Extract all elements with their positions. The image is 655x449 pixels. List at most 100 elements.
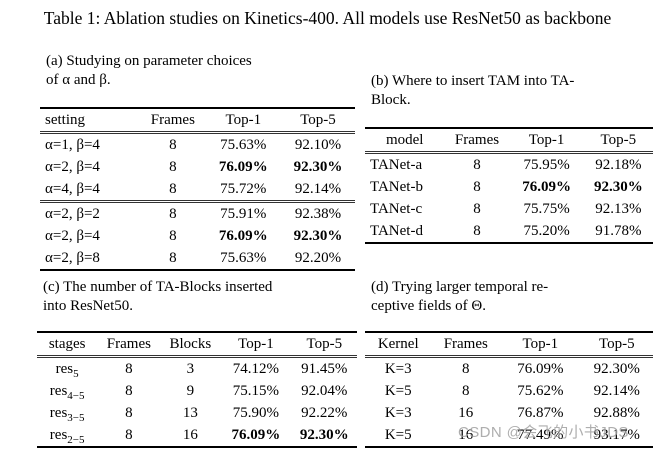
caption-line: of α and β. xyxy=(46,72,111,88)
table-cell: K=3 xyxy=(384,361,412,377)
subtable-a-caption: (a) Studying on parameter choices of α a… xyxy=(46,52,355,90)
table-cell: 92.20% xyxy=(294,250,342,266)
table-a: setting Frames Top-1 Top-5 α=1, β=4 8 75… xyxy=(40,107,355,271)
col-header: setting xyxy=(40,108,141,134)
table-cell: 92.30% xyxy=(593,361,640,377)
subtable-d: (d) Trying larger temporal re- ceptive f… xyxy=(365,278,653,448)
table-cell: 76.09% xyxy=(218,159,268,175)
table-cell: 75.20% xyxy=(523,223,570,239)
table-cell: 92.30% xyxy=(293,159,343,175)
table-d: Kernel Frames Top-1 Top-5 K=3 8 76.09% 9… xyxy=(365,331,653,448)
caption-line: ceptive fields of Θ. xyxy=(371,298,486,314)
table-row: α=2, β=8 8 75.63% 92.20% xyxy=(40,247,355,270)
table-cell: α=2, β=8 xyxy=(45,250,100,266)
table-cell: α=2, β=4 xyxy=(45,159,100,175)
table-cell: 92.30% xyxy=(293,228,343,244)
col-header: Frames xyxy=(444,128,510,154)
col-header: model xyxy=(365,128,445,154)
table-cell: 8 xyxy=(125,361,133,377)
table-cell: 76.87% xyxy=(517,405,564,421)
caption-line: (d) Trying larger temporal re- xyxy=(371,279,549,295)
table-cell: 8 xyxy=(473,157,481,173)
caption-line: (b) Where to insert TAM into TA- xyxy=(371,73,575,89)
stage-name: res xyxy=(49,427,68,443)
subtable-b: (b) Where to insert TAM into TA- Block. … xyxy=(365,72,653,244)
stage-cell: res2−5 xyxy=(37,424,97,447)
table-cell: 93.17% xyxy=(593,427,640,443)
table-cell: 8 xyxy=(462,361,470,377)
table-row: res3−5 8 13 75.90% 92.22% xyxy=(37,402,357,424)
subtable-c-caption: (c) The number of TA-Blocks inserted int… xyxy=(43,278,357,316)
table-cell: 75.63% xyxy=(220,250,267,266)
table-row: TANet-d 8 75.20% 91.78% xyxy=(365,220,653,243)
table-cell: 8 xyxy=(125,405,133,421)
table-cell: 16 xyxy=(458,405,474,421)
table-cell: K=5 xyxy=(384,427,412,443)
table-row: K=3 16 76.87% 92.88% xyxy=(365,402,653,424)
caption-line: Block. xyxy=(371,92,411,108)
table-b-header-row: model Frames Top-1 Top-5 xyxy=(365,128,653,154)
table-cell: 75.63% xyxy=(220,137,267,153)
caption-line: into ResNet50. xyxy=(43,298,133,314)
table-cell: K=5 xyxy=(384,383,412,399)
table-cell: 76.09% xyxy=(231,427,281,443)
table-row: α=2, β=4 8 76.09% 92.30% xyxy=(40,156,355,178)
subtable-d-caption: (d) Trying larger temporal re- ceptive f… xyxy=(371,278,653,316)
table-cell: 75.62% xyxy=(517,383,564,399)
table-cell: 8 xyxy=(169,228,177,244)
table-cell: 8 xyxy=(473,223,481,239)
table-cell: 92.18% xyxy=(595,157,642,173)
table-cell: α=1, β=4 xyxy=(45,137,100,153)
table-cell: TANet-a xyxy=(370,157,423,173)
col-header: Top-5 xyxy=(291,332,357,358)
table-b: model Frames Top-1 Top-5 TANet-a 8 75.95… xyxy=(365,127,653,244)
table-cell: K=3 xyxy=(384,405,412,421)
table-row: res2−5 8 16 76.09% 92.30% xyxy=(37,424,357,447)
table-cell: 8 xyxy=(473,179,481,195)
table-cell: 9 xyxy=(186,383,195,399)
col-header: Top-1 xyxy=(509,128,584,154)
table-row: res4−5 8 9 75.15% 92.04% xyxy=(37,380,357,402)
stage-subscript: 3−5 xyxy=(67,412,85,424)
table-row: TANet-a 8 75.95% 92.18% xyxy=(365,153,653,177)
table-cell: TANet-b xyxy=(370,179,423,195)
table-cell: 76.09% xyxy=(218,228,268,244)
table-cell: 8 xyxy=(169,206,177,222)
table-cell: 92.38% xyxy=(294,206,342,222)
table-a-header-row: setting Frames Top-1 Top-5 xyxy=(40,108,355,134)
col-header: Frames xyxy=(431,332,501,358)
table-cell: 75.91% xyxy=(220,206,267,222)
table-cell: α=2, β=2 xyxy=(45,206,100,222)
table-cell: 92.88% xyxy=(593,405,640,421)
col-header: Frames xyxy=(140,108,206,134)
table-cell: 92.22% xyxy=(301,405,348,421)
col-header: Top-5 xyxy=(583,128,653,154)
table-cell: TANet-d xyxy=(370,223,423,239)
table-cell: 8 xyxy=(140,178,206,203)
table-cell: 92.04% xyxy=(301,383,348,399)
table-cell: 75.75% xyxy=(523,201,570,217)
table-row: α=1, β=4 8 75.63% 92.10% xyxy=(40,133,355,157)
stage-name: res xyxy=(55,361,74,377)
table-cell: 76.09% xyxy=(517,361,564,377)
table-cell: 92.30% xyxy=(299,427,349,443)
table-c: stages Frames Blocks Top-1 Top-5 res5 8 … xyxy=(37,331,357,448)
stage-name: res xyxy=(49,383,68,399)
col-header: Top-5 xyxy=(580,332,653,358)
table-cell: 8 xyxy=(169,159,177,175)
stage-subscript: 2−5 xyxy=(67,434,85,446)
stage-cell: res3−5 xyxy=(37,402,97,424)
table-cell: 8 xyxy=(125,427,133,443)
table-row: TANet-c 8 75.75% 92.13% xyxy=(365,198,653,220)
table-cell: 8 xyxy=(125,383,133,399)
table-cell: TANet-c xyxy=(370,201,423,217)
table-row: K=5 16 77.49% 93.17% xyxy=(365,424,653,447)
table-cell: 76.09% xyxy=(522,179,571,195)
table-cell: 75.72% xyxy=(205,178,281,203)
table-cell: 3 xyxy=(186,361,195,377)
stage-subscript: 5 xyxy=(73,368,79,380)
caption-line: (a) Studying on parameter choices xyxy=(46,53,252,69)
table-row: K=5 8 75.62% 92.14% xyxy=(365,380,653,402)
table-cell: 75.95% xyxy=(523,157,570,173)
table-cell: 13 xyxy=(182,405,198,421)
